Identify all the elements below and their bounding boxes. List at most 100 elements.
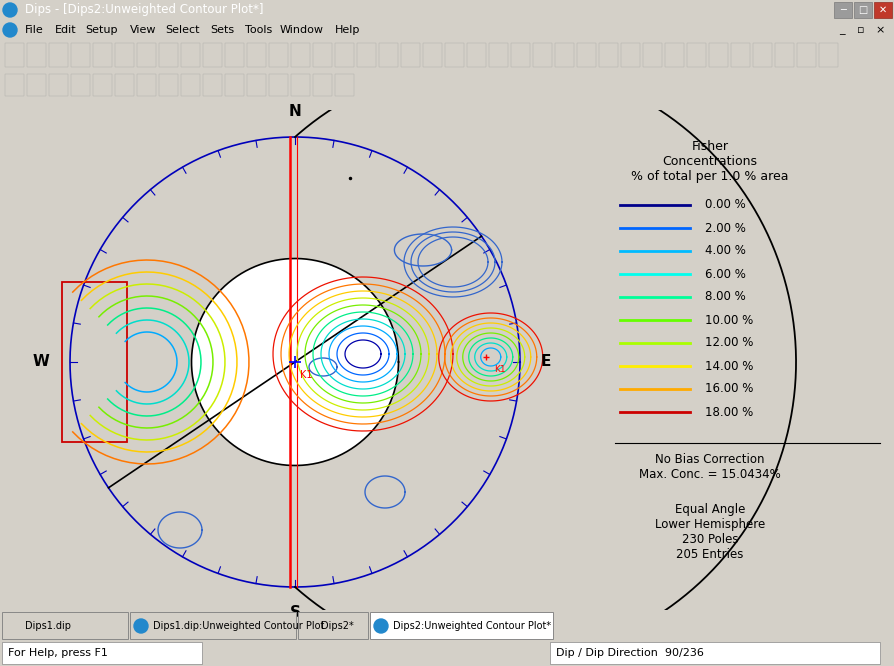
Circle shape [3,3,17,17]
Bar [159,43,178,67]
Text: Dip / Dip Direction  90/236: Dip / Dip Direction 90/236 [556,648,704,658]
Text: ×: × [875,25,884,35]
Bar [834,2,852,18]
Bar [225,74,244,96]
Text: _: _ [839,25,845,35]
Bar [555,43,574,67]
Bar [621,43,640,67]
Circle shape [134,619,148,633]
Bar [49,74,68,96]
Bar [291,74,310,96]
Text: K1: K1 [300,370,313,380]
Circle shape [191,258,399,466]
Bar [467,43,486,67]
Text: 6.00 %: 6.00 % [705,268,746,280]
Bar [269,43,288,67]
Bar [874,2,892,18]
Bar [445,43,464,67]
Bar [137,43,156,67]
Bar [159,74,178,96]
Polygon shape [295,61,796,663]
Bar [130,612,296,639]
Bar [335,74,354,96]
Bar [2,642,202,664]
Bar [643,43,662,67]
Text: 10.00 %: 10.00 % [705,314,754,326]
Text: 14.00 %: 14.00 % [705,360,754,372]
Bar [93,43,112,67]
Bar [291,43,310,67]
Circle shape [3,23,17,37]
Bar [550,642,880,664]
Bar [27,43,46,67]
Text: Dips1.dip: Dips1.dip [25,621,71,631]
Text: Dips2:Unweighted Contour Plot*: Dips2:Unweighted Contour Plot* [393,621,551,631]
Bar [71,43,90,67]
Text: Select: Select [165,25,199,35]
Bar [313,43,332,67]
Text: N: N [289,104,301,119]
Bar [137,74,156,96]
Bar [370,612,553,639]
Bar [401,43,420,67]
Text: No Bias Correction
Max. Conc. = 15.0434%: No Bias Correction Max. Conc. = 15.0434% [639,453,780,481]
Text: 0.00 %: 0.00 % [705,198,746,212]
Text: Sets: Sets [210,25,234,35]
Bar [49,43,68,67]
Bar [93,74,112,96]
Bar [379,43,398,67]
Text: ▫: ▫ [857,25,864,35]
Bar [797,43,816,67]
Bar [6,620,20,632]
Bar [203,74,222,96]
Bar [423,43,442,67]
Text: W: W [32,354,49,370]
Bar [181,74,200,96]
Bar [775,43,794,67]
Text: Fisher
Concentrations
% of total per 1.0 % area: Fisher Concentrations % of total per 1.0… [631,140,789,183]
Bar [687,43,706,67]
Bar [302,620,316,632]
Text: View: View [130,25,156,35]
Text: Equal Angle
Lower Hemisphere
230 Poles
205 Entries: Equal Angle Lower Hemisphere 230 Poles 2… [655,503,765,561]
Bar [247,74,266,96]
Text: Tools: Tools [245,25,273,35]
Text: Dips1.dip:Unweighted Contour Plot: Dips1.dip:Unweighted Contour Plot [153,621,325,631]
Bar [298,612,368,639]
Bar [533,43,552,67]
Circle shape [374,619,388,633]
Bar [27,74,46,96]
Bar [854,2,872,18]
Text: E: E [541,354,552,370]
Text: ─: ─ [840,5,846,15]
Text: 4.00 %: 4.00 % [705,244,746,258]
Text: 12.00 %: 12.00 % [705,336,754,350]
Text: Dips2*: Dips2* [321,621,354,631]
Bar [247,43,266,67]
Bar [71,74,90,96]
Bar [489,43,508,67]
Bar [225,43,244,67]
Bar [62,282,127,442]
Text: 16.00 %: 16.00 % [705,382,754,396]
Text: Dips - [Dips2:Unweighted Contour Plot*]: Dips - [Dips2:Unweighted Contour Plot*] [25,3,264,17]
Bar [269,74,288,96]
Text: K1: K1 [493,365,505,374]
Bar [357,43,376,67]
Text: Window: Window [280,25,324,35]
Bar [731,43,750,67]
Bar [5,43,24,67]
Text: □: □ [858,5,867,15]
Bar [181,43,200,67]
Text: 8.00 %: 8.00 % [705,290,746,304]
Text: 2.00 %: 2.00 % [705,222,746,234]
Bar [335,43,354,67]
Text: ✕: ✕ [879,5,887,15]
Text: 18.00 %: 18.00 % [705,406,754,418]
Text: Help: Help [335,25,360,35]
Bar [2,612,128,639]
Bar [203,43,222,67]
Bar [709,43,728,67]
Text: File: File [25,25,44,35]
Bar [313,74,332,96]
